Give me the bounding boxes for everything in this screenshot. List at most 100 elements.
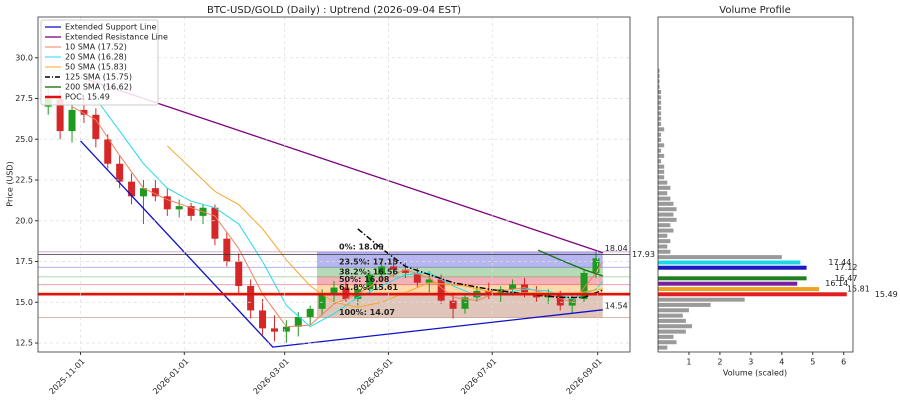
volume-level-label: 17.12: [835, 263, 858, 272]
y-tick-label: 22.5: [15, 176, 33, 185]
volume-bar: [658, 111, 662, 116]
candle-body: [175, 206, 183, 210]
candle-body: [485, 290, 493, 295]
last-price-label: 17.93: [632, 250, 655, 259]
x-tick-label: 6: [841, 358, 846, 367]
volume-bar: [658, 137, 662, 142]
volume-x-label: Volume (scaled): [723, 369, 787, 378]
candle-body: [390, 266, 398, 270]
line-end-label: 14.54: [605, 301, 628, 310]
volume-bar-highlight: [658, 260, 801, 265]
x-tick-label: 4: [779, 358, 784, 367]
candle-body: [580, 272, 588, 300]
legend-label: 125 SMA (15.75): [65, 73, 132, 82]
volume-bar-highlight: [658, 281, 798, 286]
line-series: [357, 228, 604, 299]
axes-frame: [37, 16, 631, 353]
line-series: [95, 98, 604, 328]
y-tick-label: 20.0: [15, 216, 33, 225]
candle-body: [294, 316, 302, 327]
candle-body: [116, 163, 124, 182]
y-tick-label: 12.5: [15, 339, 33, 348]
volume-bar: [658, 159, 662, 164]
volume-bar: [658, 249, 671, 254]
candle-body: [104, 139, 112, 164]
y-tick-label: 27.5: [15, 94, 33, 103]
volume-bar: [658, 244, 668, 249]
volume-bar: [658, 95, 662, 100]
volume-bar: [658, 196, 671, 201]
line-series: [537, 249, 604, 277]
candle-body: [306, 308, 314, 317]
volume-level-label: 16.14: [825, 279, 848, 288]
fib-label: 23.5%: 17.15: [339, 258, 398, 267]
volume-bar: [658, 345, 668, 350]
volume-bar: [658, 180, 668, 185]
y-axis-label: Price (USD): [6, 161, 15, 206]
fib-label: 61.8%: 15.61: [339, 283, 398, 292]
candle-body: [592, 258, 600, 273]
candle-body: [556, 294, 564, 306]
candle-body: [92, 114, 100, 140]
candle-body: [318, 294, 326, 309]
volume-bar: [658, 148, 662, 153]
volume-bar-highlight: [658, 287, 819, 292]
volume-bar: [658, 105, 662, 110]
volume-bar: [658, 68, 660, 73]
volume-bar: [658, 329, 686, 334]
volume-bar: [658, 308, 689, 313]
volume-level-label: 16.47: [835, 274, 858, 283]
candle-body: [68, 109, 76, 132]
volume-bar: [658, 164, 665, 169]
candle-body: [128, 181, 136, 197]
candle-body: [378, 266, 386, 275]
legend-label: Extended Support Line: [65, 23, 156, 32]
y-tick-label: 15.0: [15, 298, 33, 307]
volume-bar: [658, 297, 745, 302]
volume-bar: [658, 223, 671, 228]
volume-bar: [658, 84, 660, 89]
volume-level-label: 15.49: [875, 290, 898, 299]
x-tick-label: 5: [810, 358, 815, 367]
legend-label: Extended Resistance Line: [65, 33, 168, 42]
fib-band: [316, 276, 603, 285]
volume-bar: [658, 169, 665, 174]
volume-bar: [658, 79, 660, 84]
fib-band: [316, 267, 603, 277]
candle-body: [187, 206, 195, 216]
candle-body: [80, 109, 88, 115]
legend-label: 10 SMA (17.52): [65, 43, 127, 52]
volume-bar: [658, 201, 674, 206]
volume-level-label: 17.44: [828, 258, 851, 267]
volume-bar: [658, 116, 662, 121]
fib-label: 50%: 16.08: [339, 275, 390, 284]
volume-bar: [658, 212, 674, 217]
volume-bar: [658, 207, 677, 212]
volume-bar: [658, 239, 671, 244]
volume-bar: [658, 324, 693, 329]
candle-body: [521, 284, 529, 293]
candle-body: [437, 279, 445, 301]
fib-label: 100%: 14.07: [339, 308, 395, 317]
volume-bar: [658, 175, 665, 180]
legend-label: 20 SMA (16.28): [65, 53, 127, 62]
fib-label: 0%: 18.09: [339, 242, 384, 251]
candle-body: [282, 326, 290, 332]
candle-body: [509, 284, 517, 290]
volume-bar: [658, 74, 660, 79]
volume-bar: [658, 318, 686, 323]
candle-body: [259, 310, 267, 329]
y-tick-label: 25.0: [15, 135, 33, 144]
volume-bar-highlight: [658, 292, 847, 297]
volume-bar: [658, 313, 683, 318]
legend-label: POC: 15.49: [65, 93, 110, 102]
volume-bar: [658, 340, 677, 345]
candle-body: [151, 188, 159, 197]
volume-level-label: 15.81: [847, 285, 870, 294]
legend-label: 50 SMA (15.83): [65, 63, 127, 72]
candle-body: [366, 274, 374, 290]
y-tick-label: 17.5: [15, 257, 33, 266]
candle-body: [139, 188, 147, 197]
volume-bar: [658, 334, 674, 339]
